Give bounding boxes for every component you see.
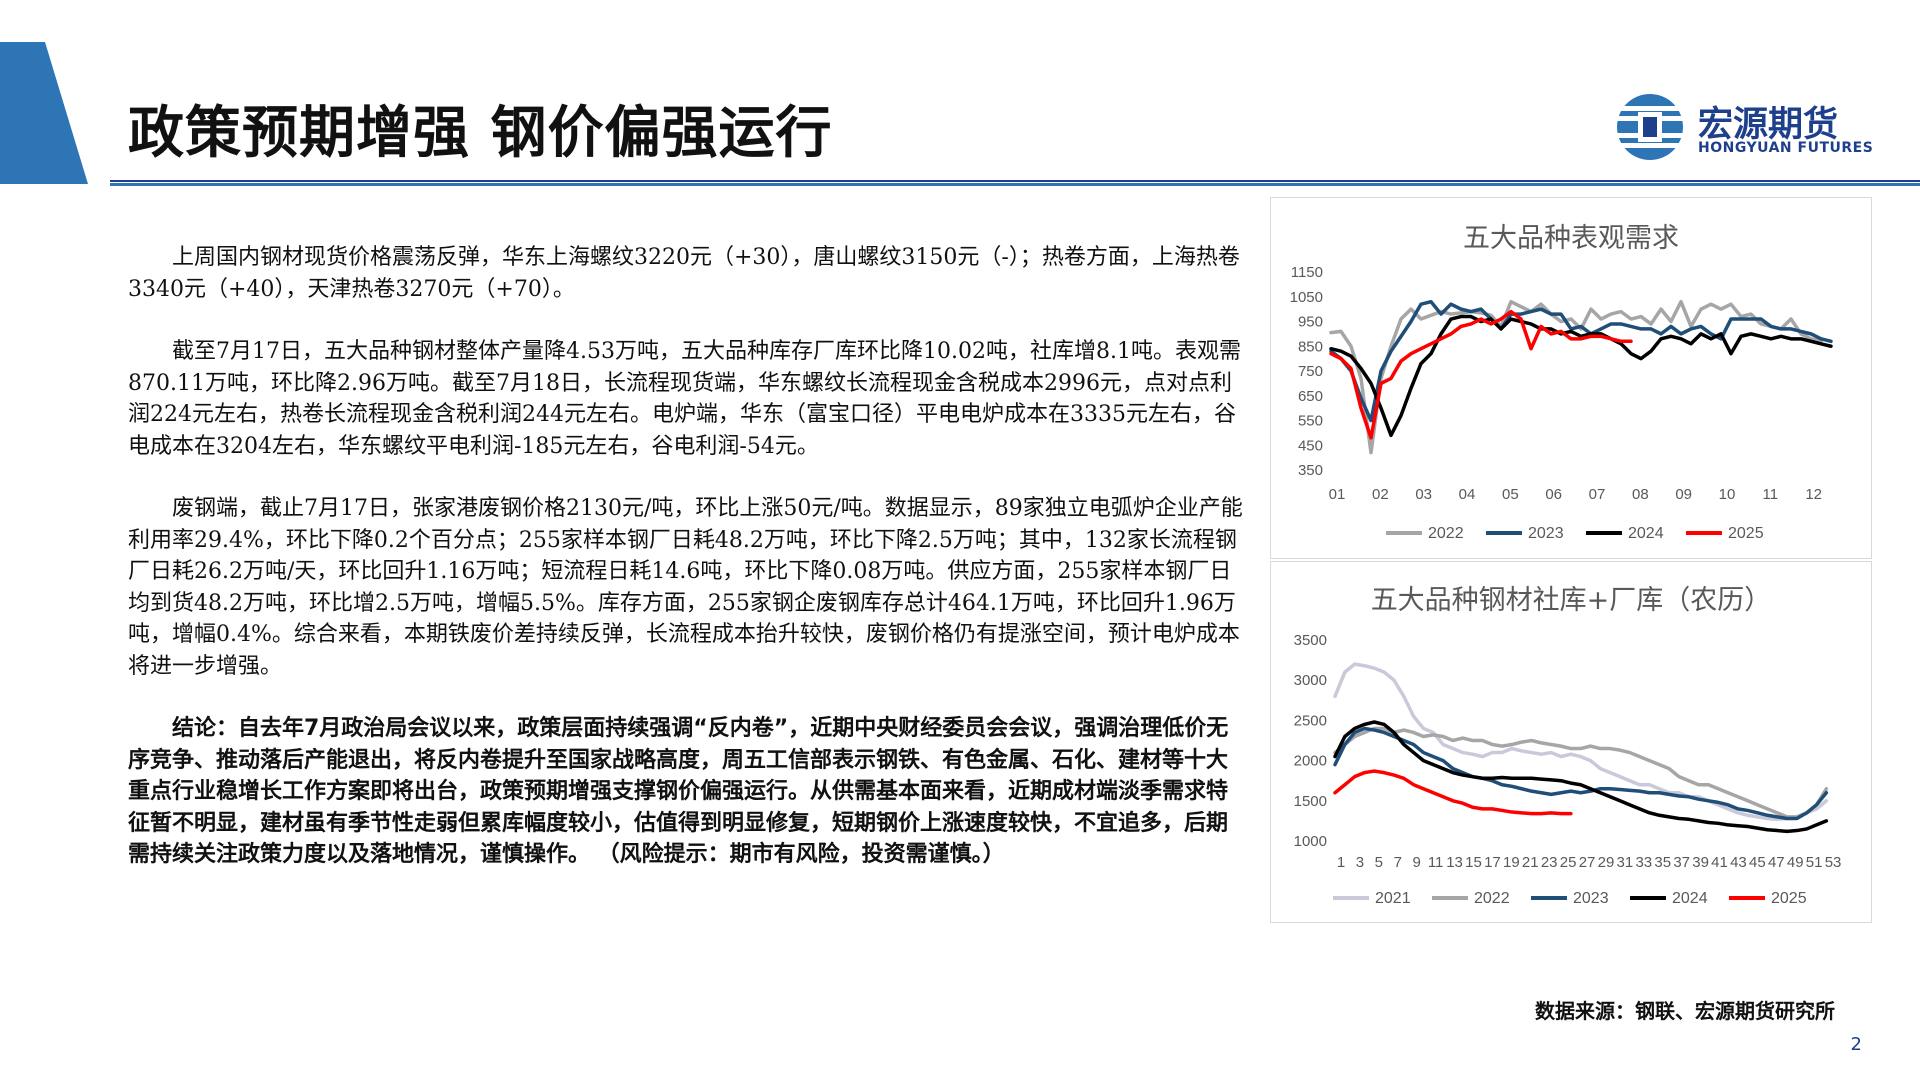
y-tick-label: 950	[1298, 314, 1323, 331]
x-tick-label: 05	[1502, 486, 1519, 503]
x-tick-label: 53	[1825, 854, 1842, 871]
x-tick-label: 27	[1579, 854, 1596, 871]
chart-title: 五大品种表观需求	[1463, 223, 1679, 254]
x-tick-label: 1	[1337, 854, 1345, 871]
logo-text-en: HONGYUAN FUTURES	[1698, 140, 1874, 156]
y-tick-label: 850	[1298, 338, 1323, 355]
header-rule	[110, 180, 1920, 186]
x-tick-label: 51	[1806, 854, 1823, 871]
x-tick-label: 23	[1541, 854, 1558, 871]
x-tick-label: 02	[1372, 486, 1389, 503]
x-tick-label: 43	[1730, 854, 1747, 871]
chart-title: 五大品种钢材社库+厂库（农历）	[1370, 585, 1772, 616]
y-tick-label: 650	[1298, 388, 1323, 405]
y-tick-label: 1000	[1294, 833, 1327, 850]
legend-label-2022: 2022	[1474, 890, 1510, 907]
legend-label-2024: 2024	[1628, 525, 1664, 542]
x-tick-label: 08	[1632, 486, 1649, 503]
legend-label-2021: 2021	[1375, 890, 1411, 907]
y-tick-label: 3000	[1294, 672, 1327, 689]
x-tick-label: 7	[1394, 854, 1402, 871]
legend-label-2024: 2024	[1672, 890, 1708, 907]
x-tick-label: 19	[1503, 854, 1520, 871]
x-tick-label: 03	[1415, 486, 1432, 503]
x-tick-label: 5	[1375, 854, 1383, 871]
paragraph-supply-demand: 截至7月17日，五大品种钢材整体产量降4.53万吨，五大品种库存厂库环比降10.…	[128, 339, 1241, 459]
x-tick-label: 47	[1768, 854, 1785, 871]
x-tick-label: 45	[1749, 854, 1766, 871]
paragraph-scrap-steel: 废钢端，截止7月17日，张家港废钢价格2130元/吨，环比上涨50元/吨。数据显…	[128, 496, 1243, 679]
x-tick-label: 10	[1719, 486, 1736, 503]
commentary-text: 上周国内钢材现货价格震荡反弹，华东上海螺纹3220元（+30），唐山螺纹3150…	[128, 242, 1248, 902]
legend-label-2023: 2023	[1573, 890, 1609, 907]
data-source: 数据来源：钢联、宏源期货研究所	[1535, 999, 1835, 1023]
x-tick-label: 31	[1617, 854, 1634, 871]
x-tick-label: 09	[1675, 486, 1692, 503]
series-line-2025	[1333, 769, 1573, 816]
x-tick-label: 06	[1545, 486, 1562, 503]
y-tick-label: 550	[1298, 413, 1323, 430]
x-tick-label: 12	[1805, 486, 1822, 503]
company-logo: 宏源期货 HONGYUAN FUTURES	[1612, 92, 1873, 162]
x-tick-label: 25	[1560, 854, 1577, 871]
legend-label-2025: 2025	[1771, 890, 1807, 907]
chart-apparent-demand: 五大品种表观需求 1150 1050 950 850 750 650 550 450 350 01…	[1270, 197, 1872, 559]
x-tick-label: 29	[1598, 854, 1615, 871]
paragraph-spot-prices: 上周国内钢材现货价格震荡反弹，华东上海螺纹3220元（+30），唐山螺纹3150…	[128, 245, 1240, 302]
series-line-2023	[1329, 299, 1833, 423]
x-tick-label: 33	[1635, 854, 1652, 871]
page-number: 2	[1850, 1034, 1862, 1055]
page-title: 政策预期增强 钢价偏强运行	[128, 101, 833, 166]
y-tick-label: 1500	[1294, 793, 1327, 810]
series-line-2024	[1333, 720, 1829, 834]
series-line-2025	[1329, 309, 1633, 440]
x-tick-label: 15	[1465, 854, 1482, 871]
logo-mark-icon	[1614, 94, 1686, 160]
x-tick-label: 11	[1428, 854, 1444, 871]
x-tick-label: 9	[1413, 854, 1421, 871]
x-tick-label: 11	[1763, 486, 1779, 503]
series-line-2022	[1329, 299, 1823, 455]
x-tick-label: 07	[1589, 486, 1606, 503]
x-tick-label: 21	[1522, 854, 1539, 871]
y-tick-label: 1050	[1290, 289, 1323, 306]
y-tick-label: 450	[1298, 437, 1323, 454]
x-tick-label: 39	[1692, 854, 1709, 871]
logo-text-cn: 宏源期货	[1698, 105, 1839, 145]
legend-label-2025: 2025	[1728, 525, 1764, 542]
series-line-2021	[1333, 662, 1829, 822]
x-tick-label: 41	[1711, 854, 1728, 871]
x-tick-label: 17	[1484, 854, 1501, 871]
x-tick-label: 37	[1673, 854, 1690, 871]
y-tick-label: 2000	[1294, 753, 1327, 770]
x-tick-label: 3	[1356, 854, 1364, 871]
legend-label-2022: 2022	[1428, 525, 1464, 542]
y-tick-label: 1150	[1291, 264, 1323, 281]
x-tick-label: 01	[1329, 486, 1346, 503]
y-tick-label: 3500	[1294, 632, 1327, 649]
y-tick-label: 350	[1298, 462, 1323, 479]
series-line-2024	[1329, 314, 1833, 438]
series-line-2023	[1333, 726, 1829, 821]
x-tick-label: 13	[1446, 854, 1463, 871]
x-tick-label: 49	[1787, 854, 1804, 871]
paragraph-conclusion: 结论：自去年7月政治局会议以来，政策层面持续强调“反内卷”，近期中央财经委员会会…	[128, 716, 1229, 867]
legend-label-2023: 2023	[1528, 525, 1564, 542]
x-tick-label: 04	[1459, 486, 1476, 503]
y-tick-label: 750	[1298, 363, 1323, 380]
y-tick-label: 2500	[1294, 712, 1327, 729]
header-accent-shape	[0, 42, 88, 184]
chart-apparent-demand-plot: 1150 1050 950 850 750 650 550 450 350 01 02 03 04 05 0…	[1290, 264, 1833, 542]
chart-inventory: 五大品种钢材社库+厂库（农历） 3500 3000 2500 2000 1500 1000…	[1270, 561, 1872, 923]
series-line-2022	[1333, 726, 1829, 819]
x-tick-label: 35	[1654, 854, 1671, 871]
